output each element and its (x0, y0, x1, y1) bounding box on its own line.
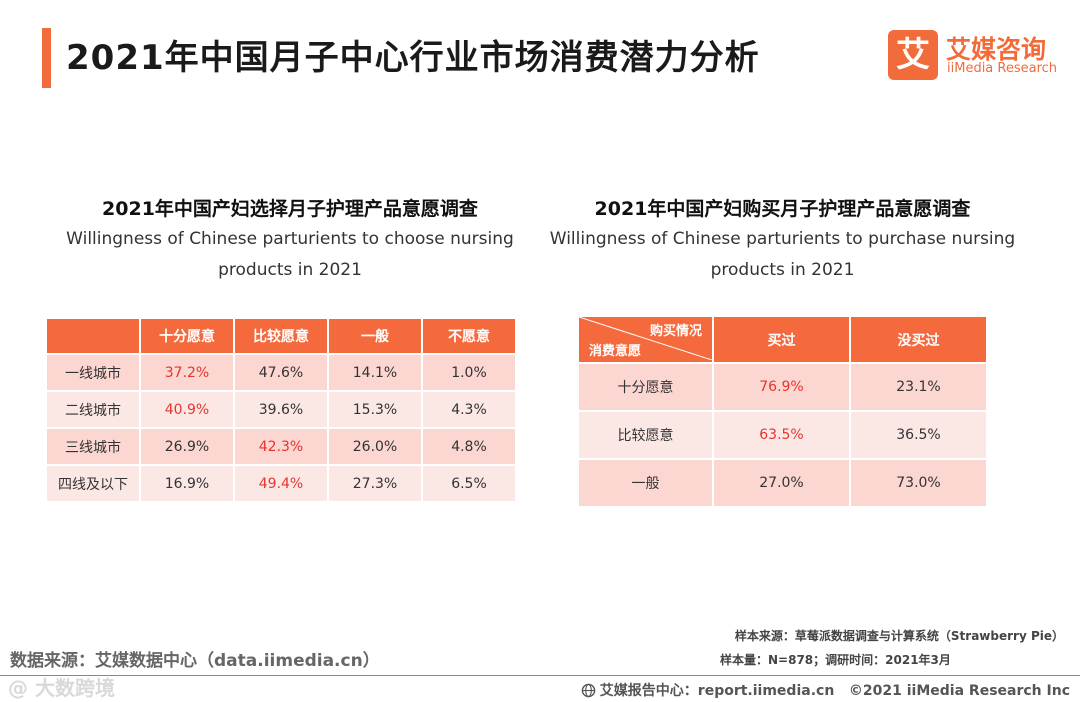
row-label: 比较愿意 (579, 412, 712, 458)
table-header-cell: 买过 (714, 317, 849, 362)
table-cell: 1.0% (423, 355, 515, 390)
row-label: 二线城市 (47, 392, 139, 427)
table-cell: 47.6% (235, 355, 327, 390)
purchase-willingness-table: 购买情况 消费意愿 买过 没买过 十分愿意 76.9% 23.1% 比较愿意 6… (577, 315, 988, 508)
table-cell: 36.5% (851, 412, 986, 458)
table-header-cell: 一般 (329, 319, 421, 353)
table-cell: 23.1% (851, 364, 986, 410)
table-row: 一线城市 37.2% 47.6% 14.1% 1.0% (47, 355, 515, 390)
table-header-cell (47, 319, 139, 353)
table-cell: 4.8% (423, 429, 515, 464)
footer-divider (0, 675, 1080, 676)
table-header-cell: 比较愿意 (235, 319, 327, 353)
title-accent-bar (42, 28, 51, 88)
table-header-cell: 十分愿意 (141, 319, 233, 353)
corner-column-label: 购买情况 (649, 324, 702, 339)
diagonal-divider (579, 317, 712, 360)
sample-source: 样本来源：草莓派数据调查与计算系统（Strawberry Pie） (734, 629, 1064, 643)
row-label: 四线及以下 (47, 466, 139, 501)
table-cell: 27.0% (714, 460, 849, 506)
table-row: 比较愿意 63.5% 36.5% (579, 412, 986, 458)
table-row: 四线及以下 16.9% 49.4% 27.3% 6.5% (47, 466, 515, 501)
report-center-link[interactable]: 艾媒报告中心：report.iimedia.cn (599, 683, 835, 699)
table-cell: 14.1% (329, 355, 421, 390)
table-cell: 42.3% (235, 429, 327, 464)
table-cell: 6.5% (423, 466, 515, 501)
watermark: @ 大数跨境 (8, 676, 115, 700)
table-header-row: 十分愿意 比较愿意 一般 不愿意 (47, 319, 515, 353)
table-cell: 26.0% (329, 429, 421, 464)
table-cell: 27.3% (329, 466, 421, 501)
table-cell: 39.6% (235, 392, 327, 427)
table-cell: 40.9% (141, 392, 233, 427)
footer-credits: 艾媒报告中心：report.iimedia.cn ©2021 iiMedia R… (581, 680, 1070, 700)
corner-row-label: 消费意愿 (589, 344, 642, 359)
table-header-row: 购买情况 消费意愿 买过 没买过 (579, 317, 986, 362)
sample-size: 样本量：N=878；调研时间：2021年3月 (720, 653, 951, 667)
table-row: 十分愿意 76.9% 23.1% (579, 364, 986, 410)
corner-header-cell: 购买情况 消费意愿 (579, 317, 712, 362)
choose-willingness-table: 十分愿意 比较愿意 一般 不愿意 一线城市 37.2% 47.6% 14.1% … (45, 317, 517, 503)
table-row: 二线城市 40.9% 39.6% 15.3% 4.3% (47, 392, 515, 427)
right-panel-subtitle: Willingness of Chinese parturients to pu… (549, 229, 1016, 280)
globe-icon (581, 683, 596, 698)
table-row: 一般 27.0% 73.0% (579, 460, 986, 506)
row-label: 一般 (579, 460, 712, 506)
table-cell: 49.4% (235, 466, 327, 501)
row-label: 十分愿意 (579, 364, 712, 410)
row-label: 三线城市 (47, 429, 139, 464)
table-cell: 4.3% (423, 392, 515, 427)
table-cell: 73.0% (851, 460, 986, 506)
data-source: 数据来源：艾媒数据中心（data.iimedia.cn） (10, 651, 380, 671)
right-panel-title: 2021年中国产妇购买月子护理产品意愿调查 (594, 198, 971, 220)
page-title: 2021年中国月子中心行业市场消费潜力分析 (66, 38, 760, 78)
logo-name-en: iiMedia Research (947, 61, 1058, 76)
brand-logo: 艾 艾媒咨询 iiMedia Research (888, 30, 1068, 80)
table-cell: 76.9% (714, 364, 849, 410)
copyright: ©2021 iiMedia Research Inc (848, 683, 1070, 699)
table-row: 三线城市 26.9% 42.3% 26.0% 4.8% (47, 429, 515, 464)
logo-name-cn: 艾媒咨询 (946, 35, 1047, 64)
table-cell: 26.9% (141, 429, 233, 464)
table-cell: 37.2% (141, 355, 233, 390)
table-header-cell: 没买过 (851, 317, 986, 362)
table-cell: 15.3% (329, 392, 421, 427)
table-cell: 63.5% (714, 412, 849, 458)
left-panel-title: 2021年中国产妇选择月子护理产品意愿调查 (102, 198, 478, 220)
logo-mark: 艾 (888, 30, 938, 80)
table-cell: 16.9% (141, 466, 233, 501)
left-panel-subtitle: Willingness of Chinese parturients to ch… (66, 229, 514, 280)
row-label: 一线城市 (47, 355, 139, 390)
table-header-cell: 不愿意 (423, 319, 515, 353)
